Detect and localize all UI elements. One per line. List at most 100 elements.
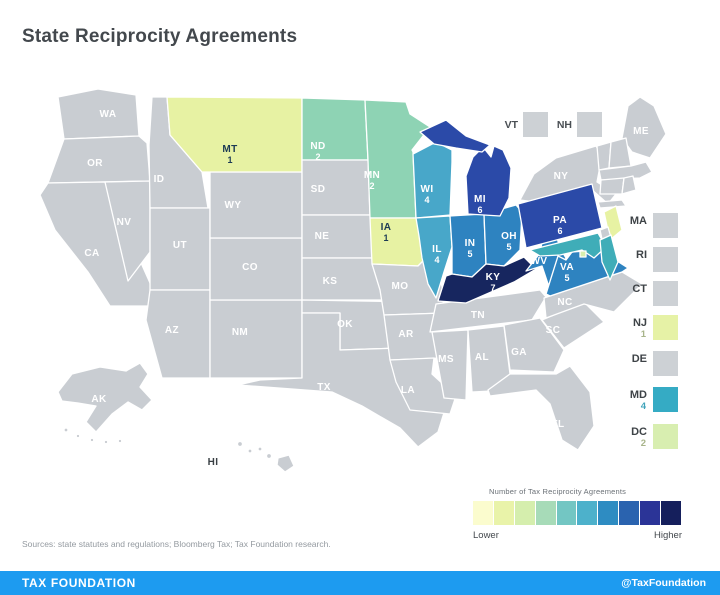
legend-swatch-1 bbox=[473, 501, 493, 525]
state-ak bbox=[57, 362, 153, 433]
state-label-ky: KY 7 bbox=[486, 272, 501, 293]
callout-nj: NJ 1 bbox=[598, 315, 682, 340]
state-hi-island bbox=[265, 452, 273, 460]
state-label-ga: GA bbox=[511, 347, 527, 358]
twitter-handle: @TaxFoundation bbox=[621, 577, 706, 589]
callout-de: DE bbox=[598, 351, 682, 376]
state-mi bbox=[465, 145, 512, 217]
state-label-or: OR bbox=[87, 158, 103, 169]
callout-swatch bbox=[653, 315, 678, 340]
legend-lower-label: Lower bbox=[473, 530, 499, 541]
callout-swatch bbox=[653, 213, 678, 238]
state-pa bbox=[517, 183, 603, 249]
state-label-co: CO bbox=[242, 262, 258, 273]
state-label-hi: HI bbox=[208, 457, 219, 468]
state-ak-island bbox=[117, 438, 123, 444]
state-label-ut: UT bbox=[173, 240, 187, 251]
callout-vt: VT bbox=[486, 112, 548, 137]
callout-label: NH bbox=[556, 118, 572, 131]
state-tx bbox=[237, 312, 449, 448]
state-ct_m bbox=[599, 177, 625, 195]
state-label-tn: TN bbox=[471, 310, 485, 321]
state-label-fl: FL bbox=[551, 419, 564, 430]
state-label-al: AL bbox=[475, 352, 489, 363]
map-legend: Number of Tax Reciprocity Agreements Low… bbox=[473, 487, 682, 541]
state-label-wa: WA bbox=[100, 109, 117, 120]
state-label-ca: CA bbox=[84, 248, 99, 259]
legend-swatch-6 bbox=[577, 501, 598, 525]
state-dc_m bbox=[579, 250, 587, 258]
state-md_m bbox=[529, 232, 607, 259]
state-label-ok: OK bbox=[337, 319, 353, 330]
state-label-in: IN 5 bbox=[465, 238, 476, 259]
state-label-tx: TX bbox=[317, 382, 331, 393]
state-mn bbox=[364, 99, 431, 219]
state-label-mt: MT 1 bbox=[222, 144, 237, 165]
callout-ct: CT bbox=[598, 281, 682, 306]
state-label-il: IL 4 bbox=[432, 244, 442, 265]
state-label-az: AZ bbox=[165, 325, 179, 336]
state-ky bbox=[437, 256, 537, 304]
state-li_m bbox=[597, 199, 627, 209]
legend-swatch-5 bbox=[556, 501, 577, 525]
callout-value: 2 bbox=[640, 438, 646, 449]
callout-swatch bbox=[653, 247, 678, 272]
state-label-ak: AK bbox=[91, 394, 107, 405]
callout-ma: MA bbox=[598, 213, 682, 238]
legend-swatch-10 bbox=[661, 501, 681, 525]
callout-swatch bbox=[523, 112, 548, 137]
state-label-mn: MN 2 bbox=[364, 170, 380, 191]
state-wa bbox=[57, 88, 140, 140]
legend-swatches bbox=[473, 501, 682, 525]
callout-label: NJ bbox=[632, 317, 647, 329]
page-title: State Reciprocity Agreements bbox=[22, 26, 298, 47]
state-ri_m bbox=[621, 175, 637, 195]
state-label-wi: WI 4 bbox=[420, 184, 433, 205]
state-or bbox=[47, 135, 151, 184]
legend-swatch-8 bbox=[619, 501, 640, 525]
legend-title: Number of Tax Reciprocity Agreements bbox=[489, 487, 627, 496]
state-nm bbox=[209, 299, 303, 379]
state-label-nm: NM bbox=[232, 327, 248, 338]
state-label-pa: PA 6 bbox=[553, 215, 567, 236]
source-note: Sources: state statutes and regulations;… bbox=[22, 539, 331, 549]
state-ak-island bbox=[63, 427, 69, 433]
callout-label: DC bbox=[631, 426, 647, 438]
callout-value: 4 bbox=[640, 401, 646, 412]
state-label-id: ID bbox=[154, 174, 165, 185]
callout-swatch bbox=[653, 424, 678, 449]
state-label-ne: NE bbox=[315, 231, 330, 242]
callout-dc: DC 2 bbox=[598, 424, 682, 449]
callout-label: RI bbox=[636, 249, 647, 261]
state-me bbox=[621, 96, 667, 159]
state-mt bbox=[166, 96, 303, 173]
state-label-ny: NY bbox=[554, 171, 569, 182]
state-label-nd: ND 2 bbox=[310, 141, 325, 162]
callout-swatch bbox=[577, 112, 602, 137]
callout-swatch bbox=[653, 387, 678, 412]
state-label-wy: WY bbox=[225, 200, 242, 211]
state-label-mo: MO bbox=[392, 281, 409, 292]
callout-label: CT bbox=[632, 283, 647, 295]
state-la bbox=[389, 357, 457, 415]
legend-swatch-3 bbox=[514, 501, 535, 525]
state-label-mi: MI 6 bbox=[474, 194, 486, 215]
state-hi-island bbox=[236, 440, 244, 448]
state-label-nv: NV bbox=[117, 217, 132, 228]
state-az bbox=[145, 289, 211, 379]
footer-bar: TAX FOUNDATION @TaxFoundation bbox=[0, 571, 720, 595]
state-ak-island bbox=[75, 433, 81, 439]
state-label-va: VA 5 bbox=[560, 262, 574, 283]
callout-swatch bbox=[653, 281, 678, 306]
callout-label: MD bbox=[629, 389, 647, 401]
callout-label: VT bbox=[504, 118, 518, 131]
state-ms bbox=[431, 329, 469, 401]
legend-higher-label: Higher bbox=[654, 530, 682, 541]
state-label-me: ME bbox=[633, 126, 649, 137]
state-ga bbox=[503, 317, 565, 373]
state-label-ar: AR bbox=[398, 329, 414, 340]
state-label-nc: NC bbox=[557, 297, 572, 308]
state-fl bbox=[487, 365, 595, 451]
